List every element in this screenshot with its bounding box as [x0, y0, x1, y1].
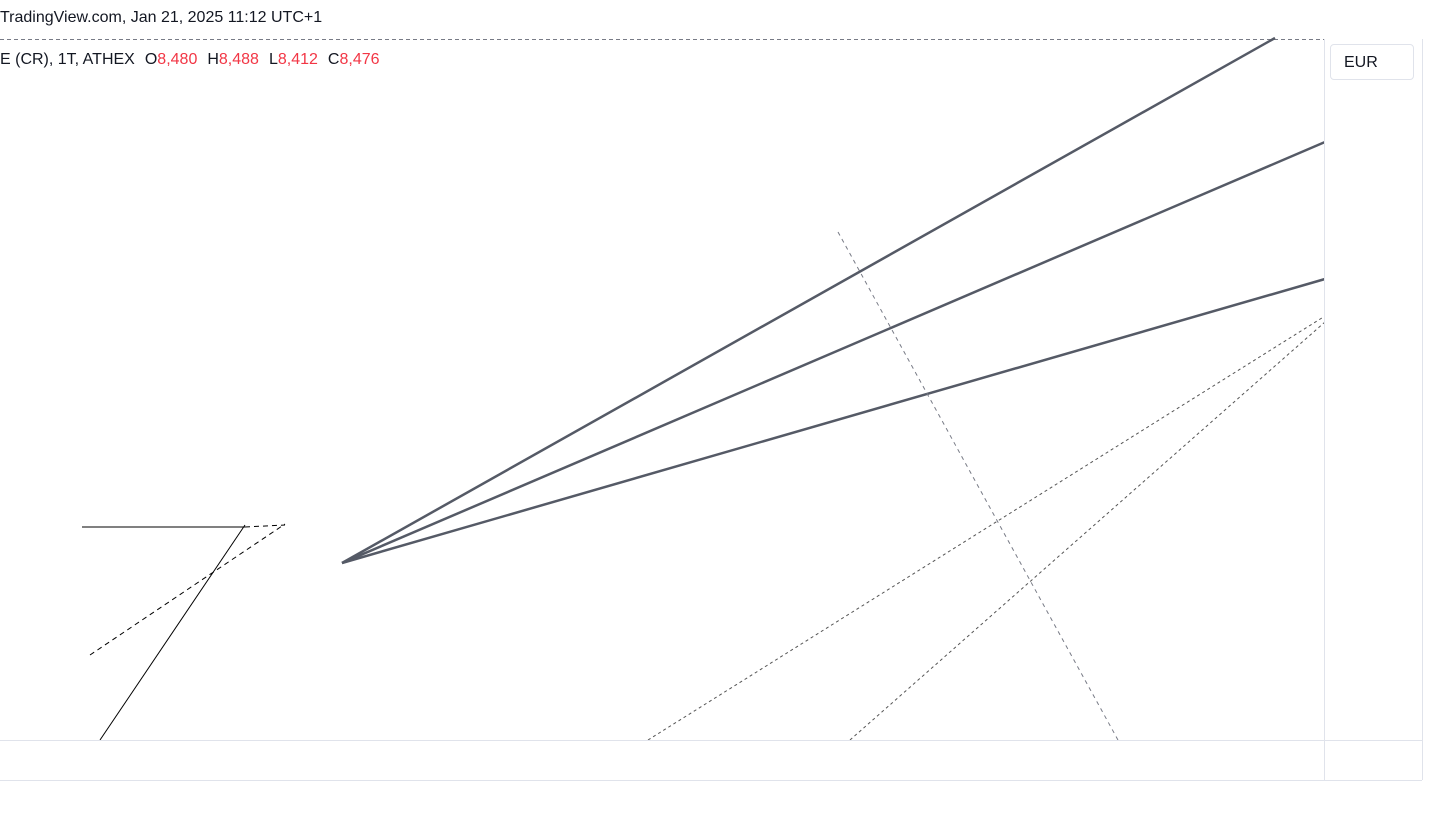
fan-line [341, 36, 1276, 565]
symbol-legend: E (CR), 1T, ATHEX O8,480 H8,488 L8,412 C8,47… [0, 51, 380, 69]
pattern-line [99, 524, 246, 741]
drawings [0, 36, 1326, 741]
fan-line [341, 140, 1326, 565]
ohlc-key: C [327, 51, 340, 68]
symbol: E (CR), 1T, ATHEX [0, 51, 135, 68]
fan-line [341, 277, 1326, 565]
pattern-line [244, 524, 286, 528]
ohlc-key: L [268, 51, 278, 68]
price-axis-bg [1325, 39, 1437, 740]
dashed-line [647, 315, 1326, 741]
ohlc-value: 8,412 [277, 51, 318, 68]
currency-button[interactable]: EUR [1330, 44, 1414, 80]
dashed-line [837, 231, 1119, 741]
pattern-line [89, 523, 286, 656]
ohlc-value: 8,480 [157, 51, 198, 68]
ohlc-key: H [207, 51, 219, 68]
time-axis-bg [0, 740, 1437, 833]
ohlc-value: 8,476 [339, 51, 380, 68]
header: TradingView.com, Jan 21, 2025 11:12 UTC+… [0, 9, 323, 26]
ohlc-value: 8,488 [218, 51, 259, 68]
ohlc-key: O [144, 51, 158, 68]
dashed-line [849, 321, 1326, 741]
